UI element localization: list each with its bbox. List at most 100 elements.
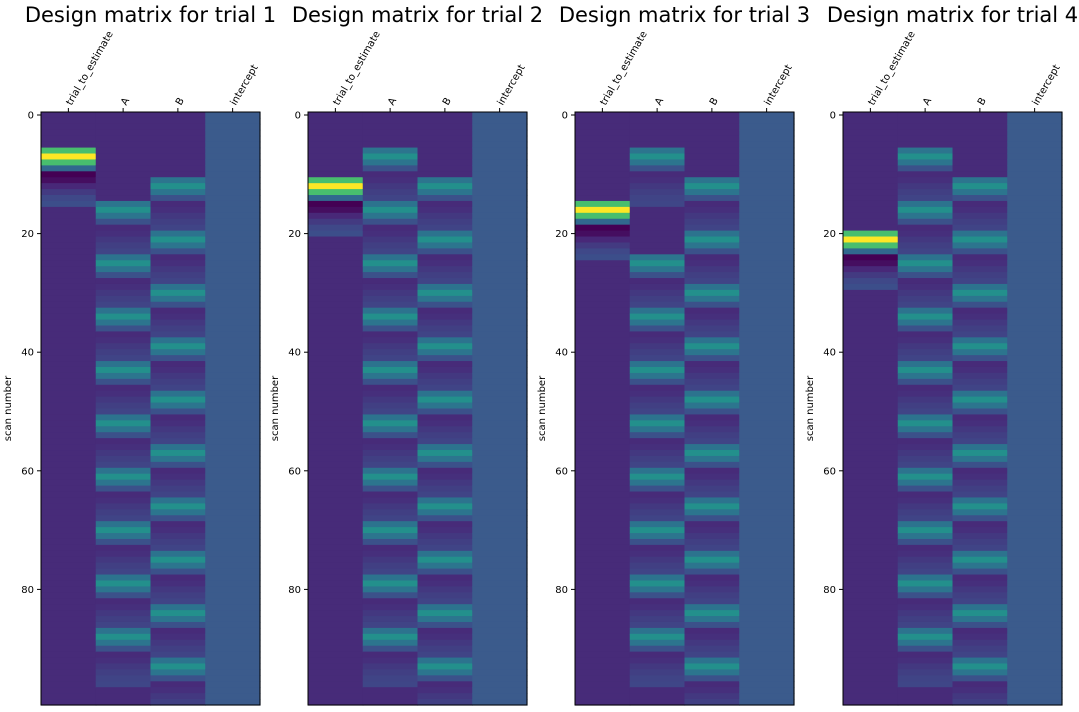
- cell-A-scan-42: [897, 361, 954, 368]
- cell-trial_to_estimate-scan-89: [575, 639, 631, 647]
- cell-intercept-scan-35: [739, 319, 795, 327]
- cell-trial_to_estimate-scan-23: [41, 248, 97, 255]
- cell-A-scan-29: [95, 283, 152, 291]
- cell-intercept-scan-30: [739, 289, 795, 297]
- cell-B-scan-30: [952, 289, 1008, 297]
- cell-intercept-scan-57: [1007, 450, 1063, 457]
- cell-A-scan-88: [362, 633, 419, 641]
- cell-A-scan-33: [897, 307, 954, 315]
- cell-B-scan-93: [417, 663, 473, 671]
- cell-intercept-scan-55: [739, 438, 795, 445]
- cell-B-scan-13: [684, 189, 740, 196]
- cell-trial_to_estimate-scan-39: [308, 343, 364, 350]
- cell-trial_to_estimate-scan-38: [843, 337, 899, 344]
- cell-B-scan-71: [417, 533, 473, 540]
- cell-A-scan-22: [897, 242, 954, 249]
- cell-B-scan-16: [150, 206, 206, 214]
- cell-intercept-scan-55: [1007, 438, 1063, 445]
- cell-B-scan-2: [417, 123, 473, 131]
- cell-intercept-scan-7: [739, 153, 795, 161]
- cell-A-scan-62: [362, 479, 419, 487]
- cell-B-scan-30: [417, 289, 473, 297]
- cell-trial_to_estimate-scan-48: [575, 396, 631, 404]
- cell-B-scan-23: [952, 248, 1008, 255]
- cell-intercept-scan-45: [739, 378, 795, 386]
- cell-B-scan-73: [684, 544, 740, 552]
- cell-B-scan-13: [952, 189, 1008, 196]
- cell-trial_to_estimate-scan-19: [41, 224, 97, 232]
- cell-trial_to_estimate-scan-4: [575, 135, 631, 143]
- cell-B-scan-0: [684, 112, 740, 119]
- cell-A-scan-65: [95, 497, 152, 504]
- cell-intercept-scan-73: [739, 544, 795, 552]
- cell-trial_to_estimate-scan-87: [41, 627, 97, 635]
- cell-A-scan-44: [629, 372, 686, 380]
- cell-B-scan-82: [684, 598, 740, 605]
- cell-B-scan-73: [150, 544, 206, 552]
- cell-intercept-scan-90: [205, 645, 261, 653]
- cell-A-scan-1: [95, 117, 152, 125]
- cell-intercept-scan-26: [205, 266, 261, 273]
- cell-A-scan-25: [362, 260, 419, 267]
- cell-trial_to_estimate-scan-5: [575, 141, 631, 149]
- cell-trial_to_estimate-scan-21: [308, 236, 364, 244]
- cell-B-scan-6: [417, 147, 473, 155]
- cell-intercept-scan-56: [739, 444, 795, 451]
- cell-A-scan-62: [897, 479, 954, 487]
- cell-B-scan-50: [150, 408, 206, 416]
- cell-A-scan-69: [629, 521, 686, 528]
- cell-A-scan-17: [362, 212, 419, 220]
- cell-B-scan-80: [417, 586, 473, 593]
- cell-trial_to_estimate-scan-14: [308, 195, 364, 202]
- cell-B-scan-88: [684, 633, 740, 641]
- cell-intercept-scan-54: [739, 432, 795, 439]
- cell-intercept-scan-55: [205, 438, 261, 445]
- cell-trial_to_estimate-scan-86: [308, 621, 364, 629]
- cell-intercept-scan-86: [739, 621, 795, 629]
- x-tick-label-intercept: intercept: [1031, 63, 1063, 108]
- cell-intercept-scan-13: [1007, 189, 1063, 196]
- cell-B-scan-42: [952, 361, 1008, 368]
- cell-B-scan-35: [684, 319, 740, 327]
- cell-A-scan-87: [897, 627, 954, 635]
- cell-A-scan-61: [629, 473, 686, 481]
- cell-trial_to_estimate-scan-40: [575, 349, 631, 356]
- cell-trial_to_estimate-scan-4: [41, 135, 97, 143]
- cell-A-scan-18: [629, 218, 686, 226]
- cell-intercept-scan-34: [205, 313, 261, 321]
- cell-trial_to_estimate-scan-34: [843, 313, 899, 321]
- cell-A-scan-50: [95, 408, 152, 416]
- cell-A-scan-74: [629, 550, 686, 558]
- cell-trial_to_estimate-scan-35: [575, 319, 631, 327]
- cell-intercept-scan-61: [472, 473, 528, 481]
- cell-intercept-scan-60: [472, 467, 528, 475]
- cell-trial_to_estimate-scan-45: [575, 378, 631, 386]
- cell-A-scan-54: [95, 432, 152, 439]
- cell-A-scan-28: [95, 278, 152, 285]
- cell-trial_to_estimate-scan-90: [575, 645, 631, 653]
- cell-B-scan-21: [952, 236, 1008, 244]
- cell-A-scan-90: [95, 645, 152, 653]
- cell-A-scan-27: [95, 272, 152, 279]
- cell-intercept-scan-79: [472, 580, 528, 587]
- cell-intercept-scan-46: [205, 384, 261, 392]
- cell-B-scan-63: [684, 485, 740, 493]
- cell-A-scan-97: [629, 687, 686, 694]
- cell-trial_to_estimate-scan-98: [41, 693, 97, 700]
- cell-A-scan-87: [95, 627, 152, 635]
- cell-A-scan-78: [897, 574, 954, 582]
- cell-trial_to_estimate-scan-99: [843, 699, 899, 706]
- cell-trial_to_estimate-scan-23: [308, 248, 364, 255]
- cell-intercept-scan-87: [472, 627, 528, 635]
- cell-A-scan-59: [629, 461, 686, 469]
- cell-trial_to_estimate-scan-60: [843, 467, 899, 475]
- cell-A-scan-40: [897, 349, 954, 356]
- cell-B-scan-37: [417, 331, 473, 338]
- y-tick-label: 60: [555, 466, 568, 477]
- cell-intercept-scan-22: [1007, 242, 1063, 249]
- cell-trial_to_estimate-scan-86: [843, 621, 899, 629]
- cell-B-scan-73: [417, 544, 473, 552]
- cell-A-scan-11: [629, 177, 686, 184]
- cell-intercept-scan-81: [1007, 592, 1063, 599]
